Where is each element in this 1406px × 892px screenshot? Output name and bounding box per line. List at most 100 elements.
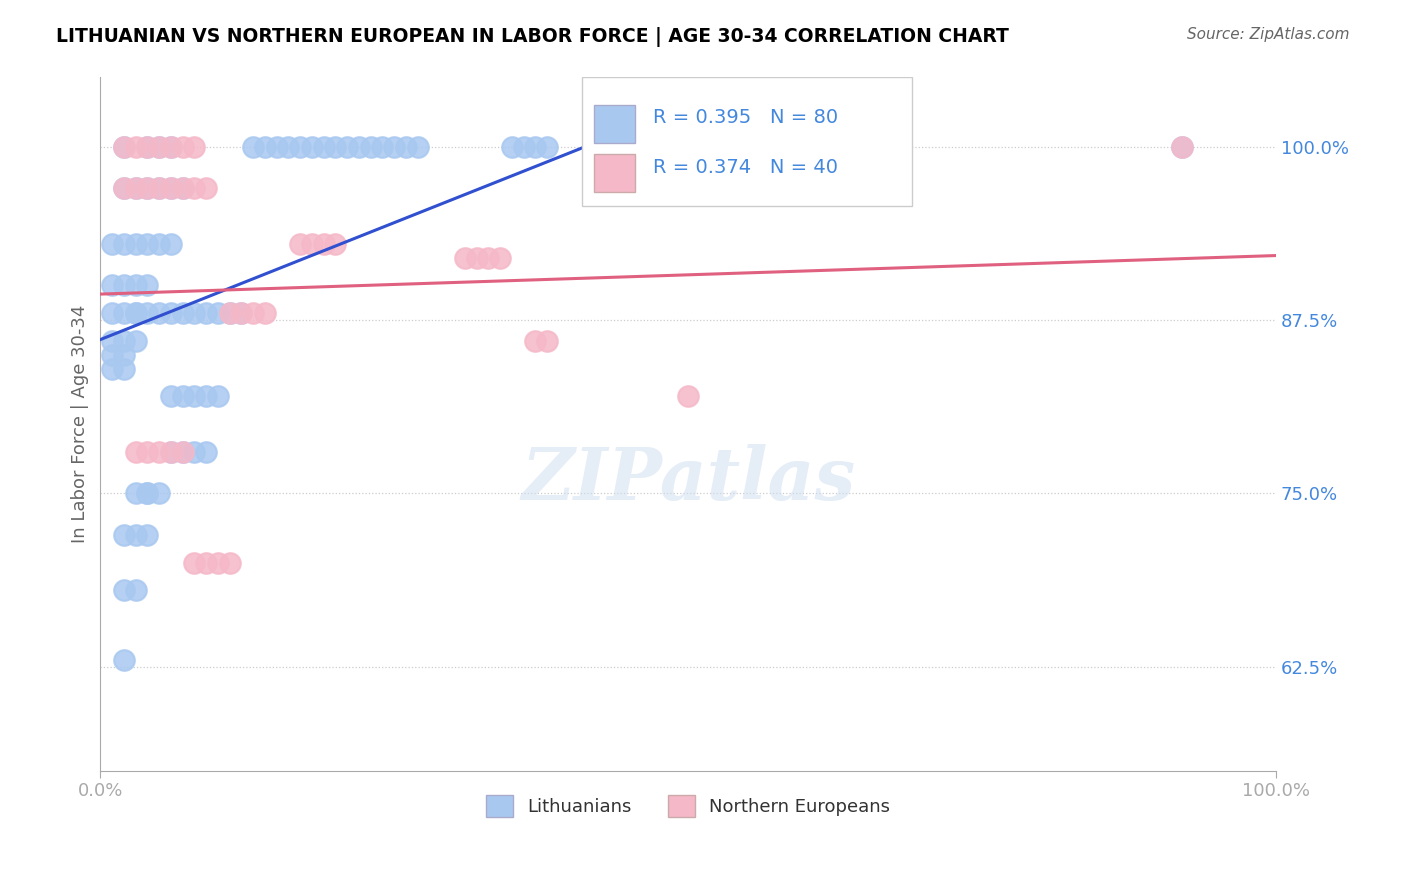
Point <box>1171 140 1194 154</box>
Point <box>160 444 183 458</box>
Point <box>172 181 194 195</box>
Point <box>172 140 194 154</box>
Point <box>112 528 135 542</box>
Point <box>536 140 558 154</box>
Point <box>253 306 276 320</box>
Point <box>207 556 229 570</box>
Point <box>1171 140 1194 154</box>
Point <box>195 444 218 458</box>
Point <box>112 361 135 376</box>
Point <box>290 140 312 154</box>
Point <box>253 140 276 154</box>
Point <box>112 140 135 154</box>
Point <box>312 236 335 251</box>
Point <box>160 140 183 154</box>
Point <box>218 556 240 570</box>
Point <box>360 140 382 154</box>
FancyBboxPatch shape <box>595 105 636 144</box>
Point <box>148 181 170 195</box>
Point <box>124 583 146 598</box>
Point <box>172 444 194 458</box>
Point <box>242 140 264 154</box>
Point <box>406 140 429 154</box>
Point <box>101 348 124 362</box>
Point <box>277 140 299 154</box>
Point <box>160 236 183 251</box>
FancyBboxPatch shape <box>582 78 911 206</box>
Point <box>301 236 323 251</box>
Point <box>301 140 323 154</box>
Point <box>136 486 159 500</box>
Point <box>676 140 699 154</box>
Point <box>101 278 124 293</box>
Legend: Lithuanians, Northern Europeans: Lithuanians, Northern Europeans <box>478 788 897 824</box>
Point <box>112 181 135 195</box>
Point <box>218 306 240 320</box>
Point <box>347 140 370 154</box>
Point <box>524 140 547 154</box>
Point <box>172 306 194 320</box>
Point <box>101 361 124 376</box>
Point <box>382 140 405 154</box>
Point <box>218 306 240 320</box>
Point <box>371 140 394 154</box>
Point <box>101 236 124 251</box>
Point <box>231 306 253 320</box>
Point <box>325 236 347 251</box>
Text: LITHUANIAN VS NORTHERN EUROPEAN IN LABOR FORCE | AGE 30-34 CORRELATION CHART: LITHUANIAN VS NORTHERN EUROPEAN IN LABOR… <box>56 27 1010 46</box>
Point <box>160 181 183 195</box>
Point <box>112 140 135 154</box>
Point <box>183 306 205 320</box>
Point <box>501 140 523 154</box>
Point <box>172 444 194 458</box>
Point <box>336 140 359 154</box>
Point <box>148 444 170 458</box>
Point <box>148 486 170 500</box>
Point <box>136 140 159 154</box>
Point <box>160 444 183 458</box>
Point <box>124 306 146 320</box>
Text: R = 0.374   N = 40: R = 0.374 N = 40 <box>652 158 838 178</box>
Point <box>524 334 547 348</box>
Point <box>183 556 205 570</box>
Point <box>512 140 534 154</box>
Point <box>124 236 146 251</box>
Point <box>312 140 335 154</box>
Point <box>148 140 170 154</box>
Point <box>183 444 205 458</box>
Point <box>136 444 159 458</box>
Point <box>124 278 146 293</box>
Point <box>207 389 229 403</box>
Point <box>183 389 205 403</box>
Point <box>124 181 146 195</box>
Point <box>112 583 135 598</box>
Y-axis label: In Labor Force | Age 30-34: In Labor Force | Age 30-34 <box>72 305 89 543</box>
Point <box>101 334 124 348</box>
Point <box>124 334 146 348</box>
Point <box>101 306 124 320</box>
Point <box>395 140 418 154</box>
Point <box>195 556 218 570</box>
Point <box>160 389 183 403</box>
Point <box>266 140 288 154</box>
Point <box>112 653 135 667</box>
Point <box>676 389 699 403</box>
Point <box>112 278 135 293</box>
Point <box>136 278 159 293</box>
Point <box>183 140 205 154</box>
Point <box>124 140 146 154</box>
Point <box>477 251 499 265</box>
Point <box>148 306 170 320</box>
Point <box>536 334 558 348</box>
Point <box>136 306 159 320</box>
Point <box>160 306 183 320</box>
Point <box>489 251 512 265</box>
Point <box>136 528 159 542</box>
Point <box>112 236 135 251</box>
Point <box>465 251 488 265</box>
Point <box>112 348 135 362</box>
Point <box>136 181 159 195</box>
Point <box>290 236 312 251</box>
Point <box>160 181 183 195</box>
Point <box>112 306 135 320</box>
